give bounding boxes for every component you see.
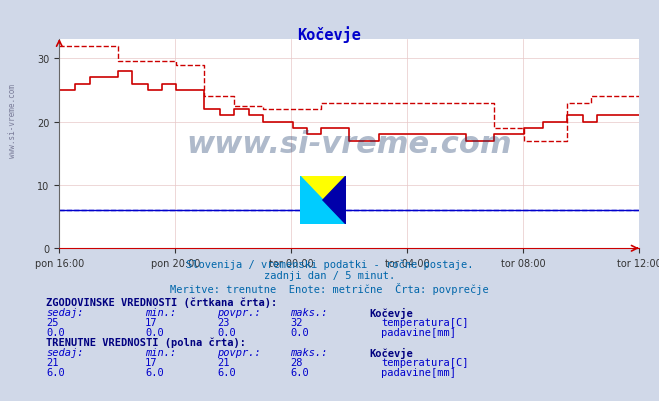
Text: Kočevje: Kočevje [369,307,413,318]
Text: 6.0: 6.0 [145,367,163,377]
Text: povpr.:: povpr.: [217,347,261,357]
Text: min.:: min.: [145,347,176,357]
Text: 32: 32 [290,317,302,327]
Text: TRENUTNE VREDNOSTI (polna črta):: TRENUTNE VREDNOSTI (polna črta): [46,337,246,347]
Text: zadnji dan / 5 minut.: zadnji dan / 5 minut. [264,271,395,281]
Text: 0.0: 0.0 [46,327,65,337]
Text: Kočevje: Kočevje [369,347,413,358]
Text: Kočevje: Kočevje [298,26,361,43]
Text: 25: 25 [46,317,59,327]
Text: Meritve: trenutne  Enote: metrične  Črta: povprečje: Meritve: trenutne Enote: metrične Črta: … [170,283,489,295]
Text: temperatura[C]: temperatura[C] [381,357,469,367]
Text: 23: 23 [217,317,230,327]
Text: temperatura[C]: temperatura[C] [381,317,469,327]
Text: 17: 17 [145,357,158,367]
Text: sedaj:: sedaj: [46,307,84,317]
Text: maks.:: maks.: [290,347,328,357]
Text: 0.0: 0.0 [145,327,163,337]
Text: 17: 17 [145,317,158,327]
Text: 6.0: 6.0 [46,367,65,377]
Text: 6.0: 6.0 [290,367,308,377]
Polygon shape [323,176,346,225]
Polygon shape [300,176,346,225]
Text: ZGODOVINSKE VREDNOSTI (črtkana črta):: ZGODOVINSKE VREDNOSTI (črtkana črta): [46,297,277,307]
Text: www.si-vreme.com: www.si-vreme.com [8,83,17,157]
Text: www.si-vreme.com: www.si-vreme.com [186,130,512,159]
Polygon shape [300,176,346,225]
Text: Slovenija / vremenski podatki - ročne postaje.: Slovenija / vremenski podatki - ročne po… [186,259,473,269]
Text: maks.:: maks.: [290,307,328,317]
Text: 28: 28 [290,357,302,367]
Text: padavine[mm]: padavine[mm] [381,367,456,377]
Text: 0.0: 0.0 [217,327,236,337]
Text: 6.0: 6.0 [217,367,236,377]
Text: sedaj:: sedaj: [46,347,84,357]
Text: povpr.:: povpr.: [217,307,261,317]
Text: min.:: min.: [145,307,176,317]
Text: 0.0: 0.0 [290,327,308,337]
Text: padavine[mm]: padavine[mm] [381,327,456,337]
Text: 21: 21 [217,357,230,367]
Text: 21: 21 [46,357,59,367]
